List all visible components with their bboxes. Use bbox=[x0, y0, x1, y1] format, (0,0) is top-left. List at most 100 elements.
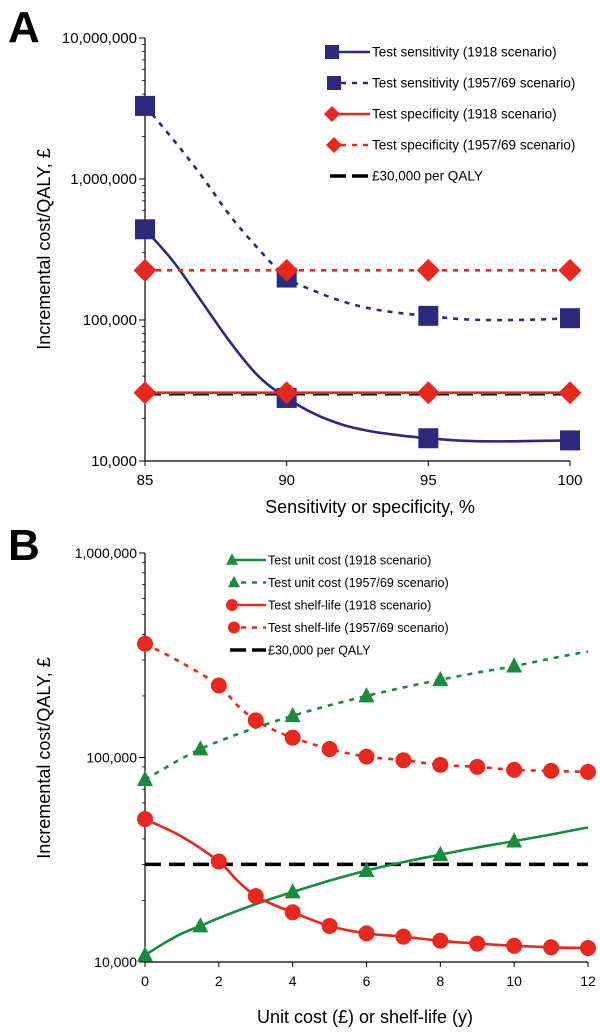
x-tick-label: 6 bbox=[363, 973, 371, 989]
data-point-test-shelf-life-1957-69-scenario bbox=[284, 729, 301, 746]
data-point-test-sensitivity-1918-scenario bbox=[418, 428, 439, 449]
panel-b-ticks: 10,000 100,000 1,000,000 0 2 4 6 8 10 12 bbox=[75, 545, 596, 989]
legend-marker bbox=[323, 105, 341, 123]
legend-item-test-unit-cost-1957-69-scenario: Test unit cost (1957/69 scenario) bbox=[228, 575, 449, 590]
data-point-test-shelf-life-1918-scenario bbox=[284, 904, 301, 921]
series-line-test-unit-cost-1957-69-scenario bbox=[144, 650, 589, 781]
panel-b-letter: B bbox=[8, 521, 40, 570]
legend-item-test-shelf-life-1957-69-scenario: Test shelf-life (1957/69 scenario) bbox=[228, 621, 449, 635]
y-tick-label: 10,000 bbox=[94, 954, 137, 970]
data-point-test-shelf-life-1918-scenario bbox=[395, 928, 412, 945]
legend-label: Test shelf-life (1957/69 scenario) bbox=[268, 621, 449, 635]
legend-item-30-000-per-qaly: £30,000 per QALY bbox=[330, 169, 483, 184]
panel-b-legend: Test unit cost (1918 scenario) Test unit … bbox=[226, 553, 449, 658]
legend-item-test-sensitivity-1957-69-scenario: Test sensitivity (1957/69 scenario) bbox=[327, 76, 575, 91]
data-point-test-shelf-life-1918-scenario bbox=[469, 935, 486, 952]
data-point-test-shelf-life-1957-69-scenario bbox=[321, 741, 338, 758]
x-tick-label: 8 bbox=[436, 973, 444, 989]
data-point-test-specificity-1957-69-scenario bbox=[558, 258, 582, 282]
data-point-test-shelf-life-1918-scenario bbox=[247, 888, 264, 905]
x-tick-label: 0 bbox=[141, 973, 149, 989]
x-tick-label: 10 bbox=[506, 973, 522, 989]
data-point-test-shelf-life-1957-69-scenario bbox=[506, 761, 523, 778]
data-point-test-sensitivity-1957-69-scenario bbox=[418, 305, 439, 326]
y-tick-label: 1,000,000 bbox=[70, 171, 137, 188]
data-point-test-shelf-life-1957-69-scenario bbox=[469, 758, 486, 775]
x-tick-label: 12 bbox=[580, 973, 596, 989]
legend-marker bbox=[325, 136, 343, 154]
legend-label: Test specificity (1918 scenario) bbox=[372, 107, 557, 122]
data-point-test-shelf-life-1918-scenario bbox=[137, 811, 153, 828]
data-point-test-shelf-life-1918-scenario bbox=[321, 917, 338, 934]
panel-a-legend: Test sensitivity (1918 scenario) Test sen… bbox=[323, 45, 575, 184]
data-point-test-shelf-life-1957-69-scenario bbox=[137, 635, 153, 652]
x-tick-label: 4 bbox=[289, 973, 297, 989]
series-line-test-sensitivity-1957-69-scenario bbox=[144, 105, 571, 322]
x-tick-label: 2 bbox=[215, 973, 223, 989]
data-point-test-shelf-life-1957-69-scenario bbox=[432, 756, 449, 773]
legend-item-test-shelf-life-1918-scenario: Test shelf-life (1918 scenario) bbox=[226, 599, 431, 613]
data-point-test-unit-cost-1957-69-scenario bbox=[506, 657, 523, 673]
legend-item-test-unit-cost-1918-scenario: Test unit cost (1918 scenario) bbox=[226, 553, 431, 568]
legend-item-test-sensitivity-1918-scenario: Test sensitivity (1918 scenario) bbox=[325, 45, 557, 60]
panel-b-y-axis-label: Incremental cost/QALY, £ bbox=[34, 657, 54, 858]
data-point-test-sensitivity-1957-69-scenario bbox=[560, 308, 580, 329]
data-point-test-shelf-life-1957-69-scenario bbox=[210, 677, 227, 694]
series-line-test-unit-cost-1918-scenario bbox=[144, 826, 589, 957]
data-point-test-unit-cost-1957-69-scenario bbox=[358, 687, 375, 703]
data-point-test-unit-cost-1918-scenario bbox=[284, 883, 301, 899]
x-tick-label: 100 bbox=[557, 472, 582, 489]
legend-marker bbox=[327, 76, 341, 90]
y-tick-label: 100,000 bbox=[86, 750, 137, 766]
data-point-test-sensitivity-1918-scenario bbox=[560, 430, 580, 451]
data-point-test-specificity-1957-69-scenario bbox=[133, 258, 157, 282]
data-point-test-specificity-1918-scenario bbox=[133, 381, 157, 405]
legend-label: Test unit cost (1918 scenario) bbox=[268, 554, 431, 568]
legend-label: Test shelf-life (1918 scenario) bbox=[268, 599, 431, 613]
panel-a-ticks: 10,000 100,000 1,000,000 10,000,000 85 90 95 10… bbox=[62, 30, 583, 489]
data-point-test-shelf-life-1957-69-scenario bbox=[580, 763, 596, 780]
data-point-test-unit-cost-1918-scenario bbox=[137, 946, 153, 962]
data-point-test-shelf-life-1918-scenario bbox=[358, 925, 375, 942]
panel-a-markers bbox=[133, 95, 582, 451]
data-point-test-unit-cost-1918-scenario bbox=[192, 917, 209, 933]
panel-a-series bbox=[144, 105, 571, 443]
data-point-test-unit-cost-1918-scenario bbox=[432, 845, 449, 862]
data-point-test-unit-cost-1957-69-scenario bbox=[284, 706, 301, 723]
legend-item-test-specificity-1957-69-scenario: Test specificity (1957/69 scenario) bbox=[325, 136, 575, 154]
panel-a: A 10,000 100,000 1,000,000 10,000,000 85 90 95… bbox=[8, 3, 583, 517]
data-point-test-shelf-life-1957-69-scenario bbox=[395, 752, 412, 769]
data-point-test-unit-cost-1957-69-scenario bbox=[192, 740, 209, 756]
data-point-test-shelf-life-1918-scenario bbox=[506, 937, 523, 954]
data-point-test-sensitivity-1918-scenario bbox=[135, 219, 155, 240]
data-point-test-shelf-life-1918-scenario bbox=[543, 939, 560, 956]
data-point-test-specificity-1918-scenario bbox=[275, 381, 299, 405]
legend-marker bbox=[228, 575, 240, 588]
panel-a-y-axis-label: Incremental cost/QALY, £ bbox=[34, 148, 54, 349]
y-tick-label: 100,000 bbox=[83, 312, 137, 329]
legend-label: £30,000 per QALY bbox=[372, 169, 483, 184]
data-point-test-unit-cost-1918-scenario bbox=[506, 832, 523, 848]
data-point-test-unit-cost-1957-69-scenario bbox=[137, 770, 153, 786]
data-point-test-shelf-life-1918-scenario bbox=[580, 940, 596, 957]
panel-a-axes bbox=[144, 38, 570, 462]
data-point-test-specificity-1918-scenario bbox=[416, 381, 440, 405]
y-tick-label: 10,000,000 bbox=[62, 30, 137, 47]
legend-marker bbox=[226, 553, 238, 565]
y-tick-label: 10,000 bbox=[91, 453, 137, 470]
data-point-test-specificity-1957-69-scenario bbox=[416, 258, 440, 282]
data-point-test-sensitivity-1957-69-scenario bbox=[135, 95, 155, 116]
panel-b-markers bbox=[137, 635, 596, 962]
panel-b-x-axis-label: Unit cost (£) or shelf-life (y) bbox=[257, 1007, 473, 1027]
legend-marker bbox=[226, 599, 238, 611]
panel-a-letter: A bbox=[8, 3, 40, 52]
panel-a-x-axis-label: Sensitivity or specificity, % bbox=[265, 497, 475, 517]
data-point-test-specificity-1957-69-scenario bbox=[275, 258, 299, 282]
legend-label: £30,000 per QALY bbox=[268, 644, 371, 658]
data-point-test-shelf-life-1957-69-scenario bbox=[358, 748, 375, 765]
data-point-test-unit-cost-1957-69-scenario bbox=[432, 670, 449, 687]
data-point-test-specificity-1918-scenario bbox=[558, 381, 582, 405]
legend-item-30-000-per-qaly: £30,000 per QALY bbox=[230, 644, 371, 658]
legend-item-test-specificity-1918-scenario: Test specificity (1918 scenario) bbox=[323, 105, 557, 123]
